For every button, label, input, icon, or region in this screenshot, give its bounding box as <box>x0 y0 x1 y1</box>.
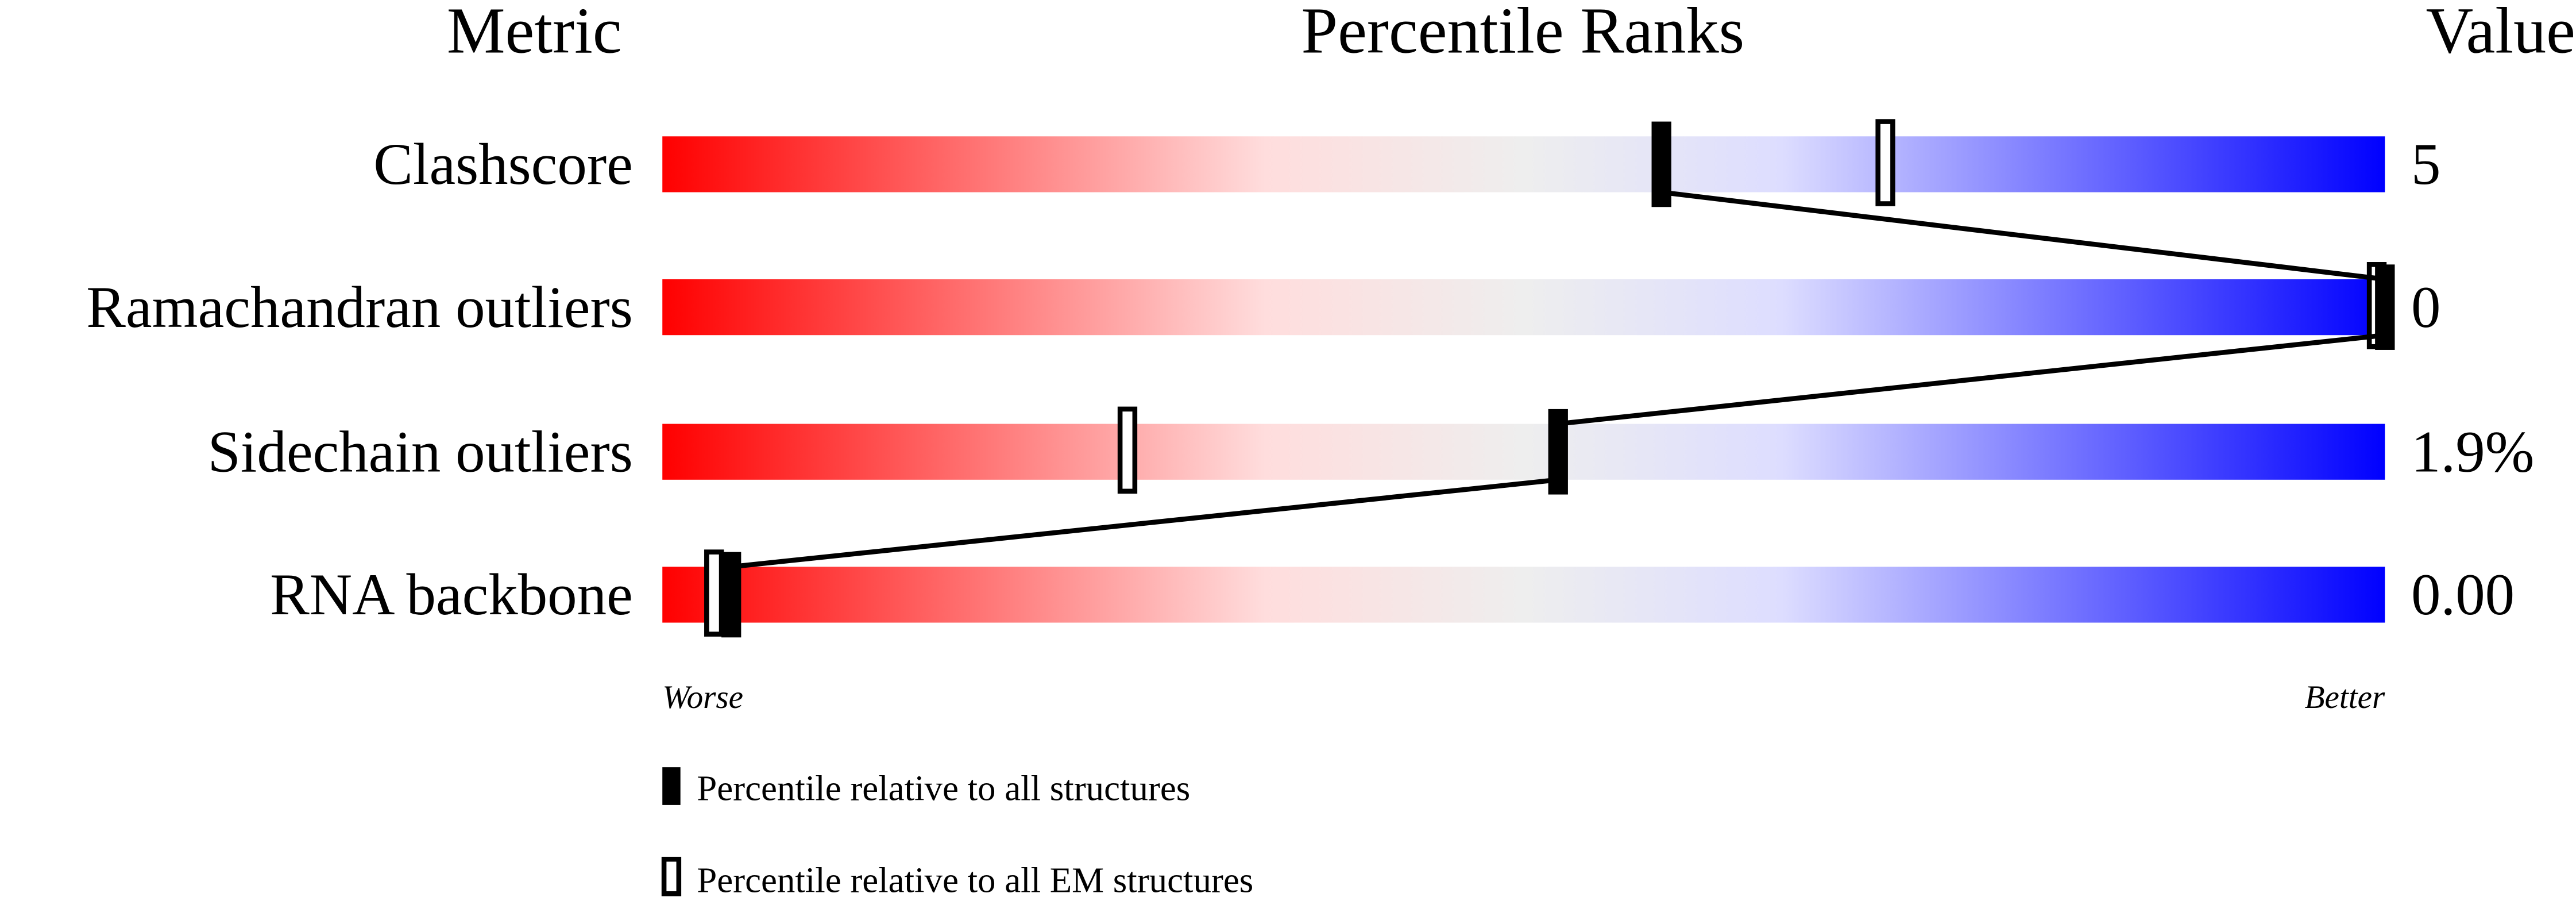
percentile-link <box>1558 332 2385 426</box>
legend-marker-filled <box>662 767 681 805</box>
legend-label-em: Percentile relative to all EM structures <box>697 860 1253 897</box>
percentile-link <box>1661 190 2385 282</box>
metric-label: Ramachandran outliers <box>86 275 633 340</box>
legend-marker-hollow <box>661 856 682 896</box>
percentile-link <box>731 477 1559 569</box>
header-metric: Metric <box>447 0 622 67</box>
metric-value: 0 <box>2411 275 2440 340</box>
metric-label: Sidechain outliers <box>208 419 633 485</box>
percentile-bar <box>662 279 2385 336</box>
metric-value: 1.9% <box>2411 419 2534 485</box>
metric-label: Clashscore <box>373 132 633 197</box>
percentile-bar <box>662 136 2385 193</box>
header-value: Value <box>2426 0 2575 67</box>
metric-value: 5 <box>2411 132 2440 197</box>
marker-em <box>1117 406 1138 494</box>
header-percentile-ranks: Percentile Ranks <box>1301 0 1745 67</box>
metric-value: 0.00 <box>2411 562 2515 627</box>
axis-label-better: Better <box>2305 679 2385 715</box>
axis-label-worse: Worse <box>662 679 743 715</box>
legend-label-all: Percentile relative to all structures <box>697 768 1190 808</box>
percentile-bar <box>662 424 2385 480</box>
percentile-bar <box>662 567 2385 623</box>
marker-em <box>1875 119 1895 206</box>
marker-em <box>704 549 724 637</box>
metric-label: RNA backbone <box>270 562 633 627</box>
